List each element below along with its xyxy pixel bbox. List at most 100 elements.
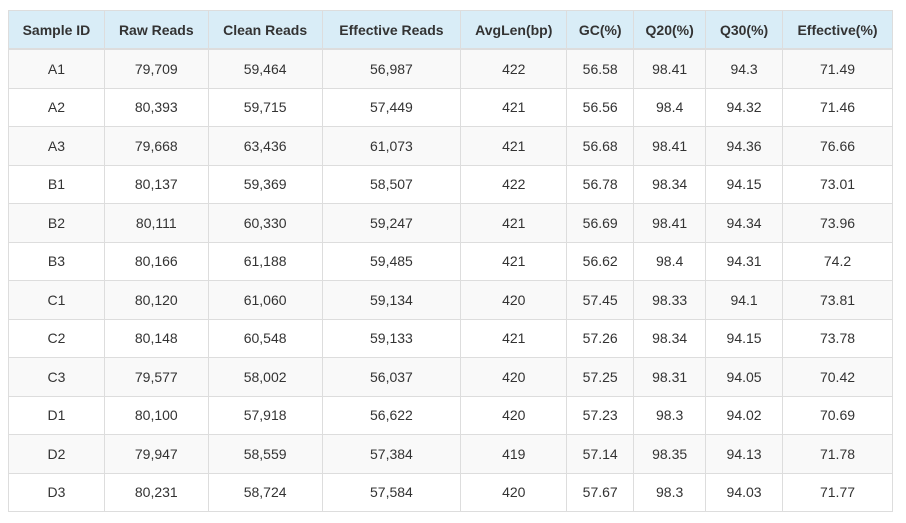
table-cell: 420 <box>460 280 568 320</box>
table-cell: D3 <box>8 472 105 512</box>
table-cell: 79,947 <box>103 434 209 474</box>
column-header: Sample ID <box>8 10 105 50</box>
table-cell: C2 <box>8 318 105 358</box>
table-cell: 420 <box>460 357 568 397</box>
table-cell: 94.02 <box>705 395 784 435</box>
table-cell: 57.67 <box>566 472 635 512</box>
table-cell: A1 <box>8 48 105 89</box>
table-cell: 98.35 <box>633 434 707 474</box>
column-header: Q30(%) <box>705 10 784 50</box>
table-cell: 57,384 <box>321 434 462 474</box>
table-row: C3 79,577 58,002 56,037 420 57.25 98.31 94.05 70… <box>8 357 893 397</box>
table-cell: 421 <box>460 241 568 281</box>
table-cell: 80,166 <box>103 241 209 281</box>
table-cell: 59,133 <box>321 318 462 358</box>
table-cell: 422 <box>460 164 568 204</box>
table-cell: B3 <box>8 241 105 281</box>
table-cell: 60,548 <box>207 318 323 358</box>
table-cell: 57.26 <box>566 318 635 358</box>
table-cell: 80,100 <box>103 395 209 435</box>
column-header: GC(%) <box>566 10 635 50</box>
table-cell: 56.68 <box>566 126 635 166</box>
table-cell: 56.58 <box>566 48 635 89</box>
table-cell: A2 <box>8 87 105 127</box>
table-row: A3 79,668 63,436 61,073 421 56.68 98.41 94.36 76… <box>8 126 893 166</box>
table-row: B3 80,166 61,188 59,485 421 56.62 98.4 94.31 74.… <box>8 241 893 281</box>
table-cell: 98.3 <box>633 395 707 435</box>
table-cell: 57,584 <box>321 472 462 512</box>
table-cell: A3 <box>8 126 105 166</box>
table-cell: 422 <box>460 48 568 89</box>
table-cell: 80,231 <box>103 472 209 512</box>
table-cell: 94.32 <box>705 87 784 127</box>
table-cell: 56.56 <box>566 87 635 127</box>
table-row: C1 80,120 61,060 59,134 420 57.45 98.33 94.1 73.… <box>8 280 893 320</box>
table-cell: 80,393 <box>103 87 209 127</box>
table-cell: C1 <box>8 280 105 320</box>
column-header: Raw Reads <box>103 10 209 50</box>
table-row: C2 80,148 60,548 59,133 421 57.26 98.34 94.15 73… <box>8 318 893 358</box>
table-cell: 421 <box>460 126 568 166</box>
table-cell: 79,668 <box>103 126 209 166</box>
table-cell: 58,507 <box>321 164 462 204</box>
table-cell: 76.66 <box>782 126 893 166</box>
table-row: B2 80,111 60,330 59,247 421 56.69 98.41 94.34 73… <box>8 203 893 243</box>
table-cell: 71.78 <box>782 434 893 474</box>
table-cell: 98.33 <box>633 280 707 320</box>
table-row: D1 80,100 57,918 56,622 420 57.23 98.3 94.02 70.… <box>8 395 893 435</box>
table-cell: 58,559 <box>207 434 323 474</box>
table-cell: 57,449 <box>321 87 462 127</box>
table-cell: 94.31 <box>705 241 784 281</box>
table-cell: 94.34 <box>705 203 784 243</box>
table-cell: 71.49 <box>782 48 893 89</box>
table-cell: 61,188 <box>207 241 323 281</box>
table-cell: 59,369 <box>207 164 323 204</box>
table-cell: 98.4 <box>633 241 707 281</box>
table-cell: 70.69 <box>782 395 893 435</box>
table-cell: 421 <box>460 318 568 358</box>
column-header: Clean Reads <box>207 10 323 50</box>
table-cell: 61,060 <box>207 280 323 320</box>
column-header: Effective Reads <box>321 10 462 50</box>
sample-stats-table: Sample ID Raw Reads Clean Reads Effective R… <box>8 10 893 512</box>
table-cell: 94.15 <box>705 164 784 204</box>
table-cell: 59,485 <box>321 241 462 281</box>
table-cell: 59,715 <box>207 87 323 127</box>
table-row: A1 79,709 59,464 56,987 422 56.58 98.41 94.3 71.… <box>8 48 893 89</box>
table-cell: 73.01 <box>782 164 893 204</box>
table-cell: 56,037 <box>321 357 462 397</box>
table-cell: 80,148 <box>103 318 209 358</box>
table-cell: 56.69 <box>566 203 635 243</box>
table-cell: 98.41 <box>633 48 707 89</box>
table-cell: 420 <box>460 472 568 512</box>
table-cell: 79,577 <box>103 357 209 397</box>
table-cell: 63,436 <box>207 126 323 166</box>
table-cell: 71.77 <box>782 472 893 512</box>
table-cell: 94.3 <box>705 48 784 89</box>
table-cell: 57.14 <box>566 434 635 474</box>
table-cell: 74.2 <box>782 241 893 281</box>
table-cell: 71.46 <box>782 87 893 127</box>
table-cell: 421 <box>460 87 568 127</box>
table-cell: 98.41 <box>633 203 707 243</box>
table-cell: 59,134 <box>321 280 462 320</box>
table-cell: 61,073 <box>321 126 462 166</box>
table-cell: 80,137 <box>103 164 209 204</box>
table-cell: 57,918 <box>207 395 323 435</box>
table-cell: 98.3 <box>633 472 707 512</box>
table-cell: B2 <box>8 203 105 243</box>
table-cell: B1 <box>8 164 105 204</box>
table-cell: 70.42 <box>782 357 893 397</box>
table-cell: 57.45 <box>566 280 635 320</box>
table-cell: 58,724 <box>207 472 323 512</box>
table-cell: 98.31 <box>633 357 707 397</box>
table-cell: 98.34 <box>633 164 707 204</box>
table-cell: 421 <box>460 203 568 243</box>
table-row: A2 80,393 59,715 57,449 421 56.56 98.4 94.32 71.… <box>8 87 893 127</box>
table-cell: 98.34 <box>633 318 707 358</box>
table-cell: 56.78 <box>566 164 635 204</box>
table-cell: 98.4 <box>633 87 707 127</box>
table-row: B1 80,137 59,369 58,507 422 56.78 98.34 94.15 73… <box>8 164 893 204</box>
table-cell: 94.03 <box>705 472 784 512</box>
table-cell: 56,622 <box>321 395 462 435</box>
